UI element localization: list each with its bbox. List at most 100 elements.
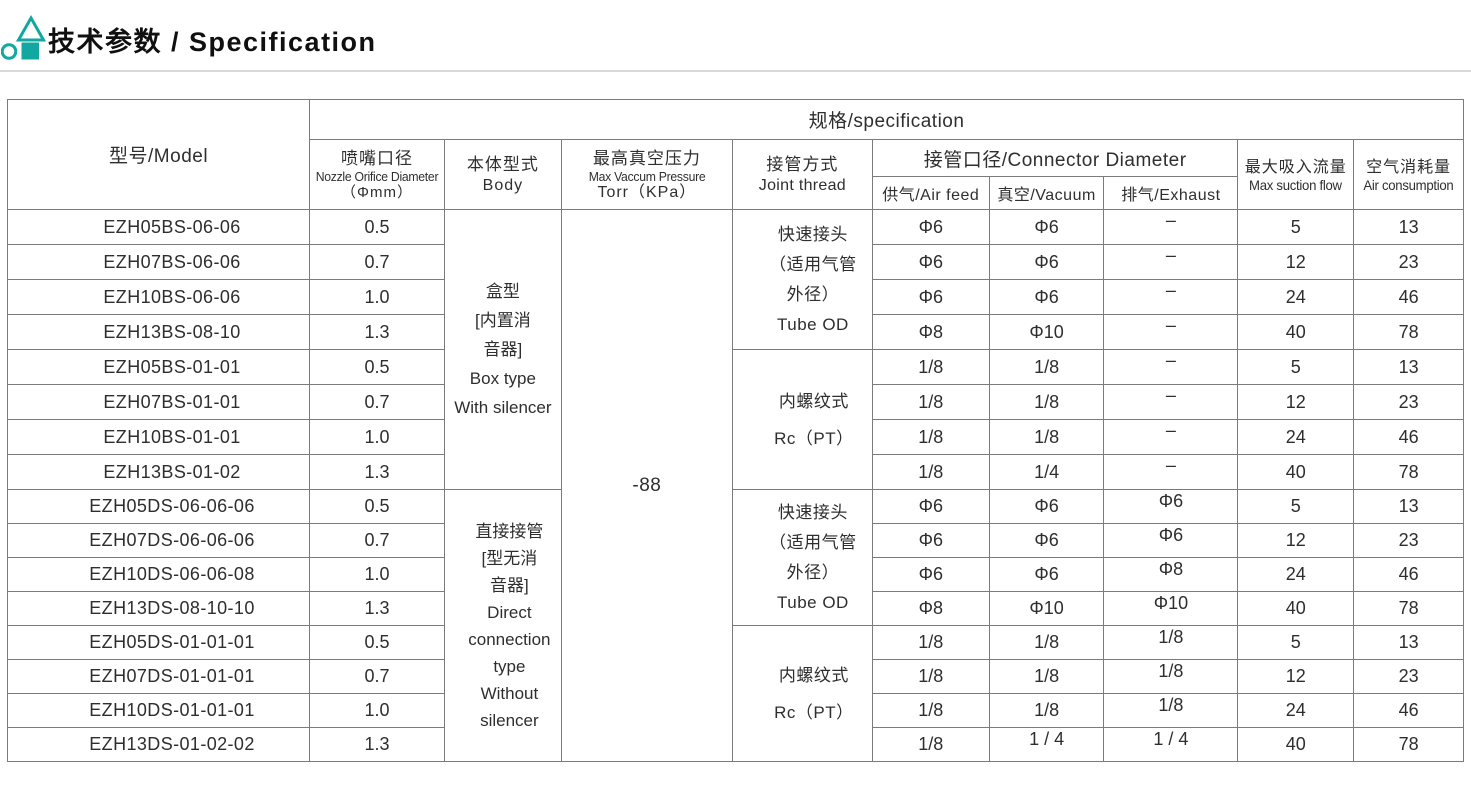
nozzle-cell: 1.3 [309, 454, 445, 490]
max-vacuum-header-en: Max Vaccum Pressure [588, 168, 706, 184]
air-feed-cell: Φ6 [871, 489, 990, 524]
joint-rc-thread-cell: 内螺纹式 Rc（PT） [731, 625, 873, 762]
consumption-cell: 23 [1353, 659, 1464, 694]
exhaust-cell: – [1103, 244, 1239, 280]
nozzle-cell: 0.5 [309, 489, 445, 524]
page-title: 技术参数 / Specification [48, 27, 377, 57]
flow-cell: 24 [1237, 279, 1355, 315]
exhaust-cell: Φ6 [1103, 523, 1239, 558]
model-cell: EZH10DS-01-01-01 [6, 693, 311, 728]
col-header-specification-label: 规格/specification [808, 111, 965, 132]
vacuum-cell: 1/8 [988, 419, 1105, 455]
col-header-air-feed: 供气/Air feed [871, 176, 990, 210]
nozzle-cell: 1.3 [309, 727, 445, 762]
nozzle-header-unit: （Φmm） [341, 183, 413, 201]
exhaust-cell: Φ10 [1103, 591, 1239, 626]
flow-cell: 40 [1237, 591, 1355, 626]
table-row: EZH05DS-06-06-06 0.5 直接接管 [型无消 音器] Direc… [6, 489, 1464, 762]
table-row: EZH05BS-06-06 0.5 盒型 [内置消 音器] Box type W… [6, 209, 1464, 762]
joint-header-en: Joint thread [758, 176, 847, 194]
nozzle-cell: 0.5 [309, 349, 445, 385]
nozzle-cell: 0.7 [309, 523, 445, 558]
flow-cell: 40 [1237, 727, 1355, 762]
col-header-body: 本体型式 Body [443, 139, 562, 210]
col-header-nozzle-diameter: 喷嘴口径 Nozzle Orifice Diameter （Φmm） [309, 139, 445, 210]
flow-cell: 5 [1237, 209, 1355, 245]
nozzle-cell: 1.0 [309, 419, 445, 455]
consumption-cell: 78 [1353, 727, 1464, 762]
exhaust-cell: 1/8 [1103, 625, 1239, 660]
nozzle-cell: 1.3 [309, 314, 445, 350]
consumption-cell: 78 [1353, 454, 1464, 490]
consumption-header-zh: 空气消耗量 [1366, 158, 1452, 176]
consumption-cell: 46 [1353, 557, 1464, 592]
model-cell: EZH07BS-01-01 [6, 384, 311, 420]
nozzle-cell: 0.7 [309, 659, 445, 694]
model-cell: EZH05DS-06-06-06 [6, 489, 311, 524]
consumption-cell: 23 [1353, 244, 1464, 280]
model-cell: EZH13BS-08-10 [6, 314, 311, 350]
joint-quick-connect-cell: 快速接头 （适用气管 外径） Tube OD [731, 489, 873, 626]
specification-table-container: 型号/Model 规格/specification 喷嘴口径 Nozzle Or… [6, 99, 1464, 762]
model-cell: EZH10BS-01-01 [6, 419, 311, 455]
table-row: EZH13DS-08-10-10 1.3 Φ8 Φ10 Φ10 40 78 [6, 591, 1464, 626]
col-header-model-label: 型号/Model [109, 146, 209, 167]
exhaust-cell: – [1103, 454, 1239, 490]
flow-cell: 24 [1237, 419, 1355, 455]
exhaust-cell: – [1103, 314, 1239, 350]
flow-cell: 12 [1237, 384, 1355, 420]
consumption-cell: 23 [1353, 523, 1464, 558]
consumption-header-en: Air consumption [1363, 176, 1454, 193]
vacuum-cell: Φ6 [988, 279, 1105, 315]
title-divider [0, 70, 1471, 72]
col-header-max-vacuum: 最高真空压力 Max Vaccum Pressure Torr（KPa） [560, 139, 733, 210]
air-feed-cell: 1/8 [871, 625, 990, 660]
model-cell: EZH07DS-06-06-06 [6, 523, 311, 558]
vacuum-cell: Φ6 [988, 523, 1105, 558]
vacuum-header-label: 真空/Vacuum [997, 187, 1096, 204]
table-row: EZH13BS-08-10 1.3 Φ8 Φ10 – 40 78 [6, 314, 1464, 350]
model-cell: EZH07BS-06-06 [6, 244, 311, 280]
air-feed-cell: 1/8 [871, 454, 990, 490]
air-feed-cell: 1/8 [871, 659, 990, 694]
model-cell: EZH07DS-01-01-01 [6, 659, 311, 694]
vacuum-cell: Φ6 [988, 557, 1105, 592]
flow-cell: 40 [1237, 454, 1355, 490]
flow-cell: 24 [1237, 557, 1355, 592]
nozzle-cell: 1.0 [309, 279, 445, 315]
nozzle-cell: 1.0 [309, 557, 445, 592]
exhaust-cell: – [1103, 419, 1239, 455]
exhaust-cell: – [1103, 349, 1239, 385]
model-cell: EZH10DS-06-06-08 [6, 557, 311, 592]
body-header-zh: 本体型式 [466, 154, 539, 174]
joint-header-zh: 接管方式 [766, 154, 839, 174]
nozzle-cell: 0.7 [309, 244, 445, 280]
flow-cell: 12 [1237, 523, 1355, 558]
vacuum-cell: 1/8 [988, 625, 1105, 660]
consumption-cell: 23 [1353, 384, 1464, 420]
air-feed-cell: 1/8 [871, 727, 990, 762]
exhaust-cell: – [1103, 384, 1239, 420]
flow-cell: 24 [1237, 693, 1355, 728]
triangle-circle-square-icon [1, 14, 47, 60]
exhaust-cell: 1 / 4 [1103, 727, 1239, 762]
title-bar: 技术参数 / Specification [0, 0, 1471, 72]
joint-rc-thread-cell: 内螺纹式 Rc（PT） [731, 349, 873, 490]
exhaust-cell: Φ6 [1103, 489, 1239, 524]
model-cell: EZH05DS-01-01-01 [6, 625, 311, 660]
exhaust-cell: 1/8 [1103, 693, 1239, 728]
flow-cell: 5 [1237, 625, 1355, 660]
connector-header-label: 接管口径/Connector Diameter [923, 149, 1187, 171]
col-header-model: 型号/Model [6, 99, 311, 210]
air-feed-cell: 1/8 [871, 349, 990, 385]
air-feed-cell: Φ6 [871, 279, 990, 315]
vacuum-cell: 1/4 [988, 454, 1105, 490]
nozzle-cell: 0.5 [309, 625, 445, 660]
air-feed-cell: 1/8 [871, 384, 990, 420]
vacuum-cell: 1/8 [988, 659, 1105, 694]
suction-header-en: Max suction flow [1249, 176, 1343, 193]
flow-cell: 5 [1237, 349, 1355, 385]
nozzle-cell: 0.7 [309, 384, 445, 420]
consumption-cell: 13 [1353, 625, 1464, 660]
consumption-cell: 46 [1353, 419, 1464, 455]
